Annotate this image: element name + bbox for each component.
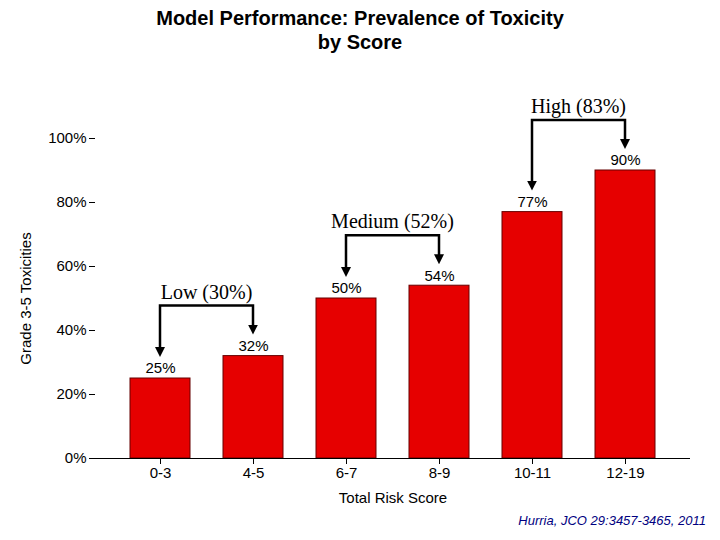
svg-text:0%: 0% (65, 449, 87, 466)
svg-text:50%: 50% (331, 279, 361, 296)
svg-text:100%: 100% (48, 129, 86, 146)
svg-text:High (83%): High (83%) (531, 95, 626, 118)
svg-text:40%: 40% (56, 321, 86, 338)
svg-text:54%: 54% (424, 267, 454, 284)
svg-text:4-5: 4-5 (243, 464, 265, 481)
svg-text:77%: 77% (517, 193, 547, 210)
svg-text:20%: 20% (56, 385, 86, 402)
svg-text:12-19: 12-19 (606, 464, 644, 481)
html-text:Hurria, JCO 29:3457-3465, 2011: Hurria, JCO 29:3457-3465, 2011 (518, 513, 706, 528)
svg-text:80%: 80% (56, 193, 86, 210)
svg-text:8-9: 8-9 (429, 464, 451, 481)
svg-text:32%: 32% (238, 337, 268, 354)
svg-text:Medium (52%): Medium (52%) (331, 210, 454, 233)
svg-text:90%: 90% (610, 151, 640, 168)
svg-text:Grade 3-5 Toxicities: Grade 3-5 Toxicities (17, 232, 34, 364)
svg-text:0-3: 0-3 (150, 464, 172, 481)
svg-text:60%: 60% (56, 257, 86, 274)
svg-text:Total Risk Score: Total Risk Score (339, 489, 447, 506)
svg-text:6-7: 6-7 (336, 464, 358, 481)
html-text:Model Performance: Prevalence: Model Performance: Prevalence of Toxicit… (156, 7, 564, 53)
svg-text:10-11: 10-11 (514, 464, 551, 481)
svg-text:Low (30%): Low (30%) (161, 281, 253, 304)
svg-text:25%: 25% (145, 359, 175, 376)
